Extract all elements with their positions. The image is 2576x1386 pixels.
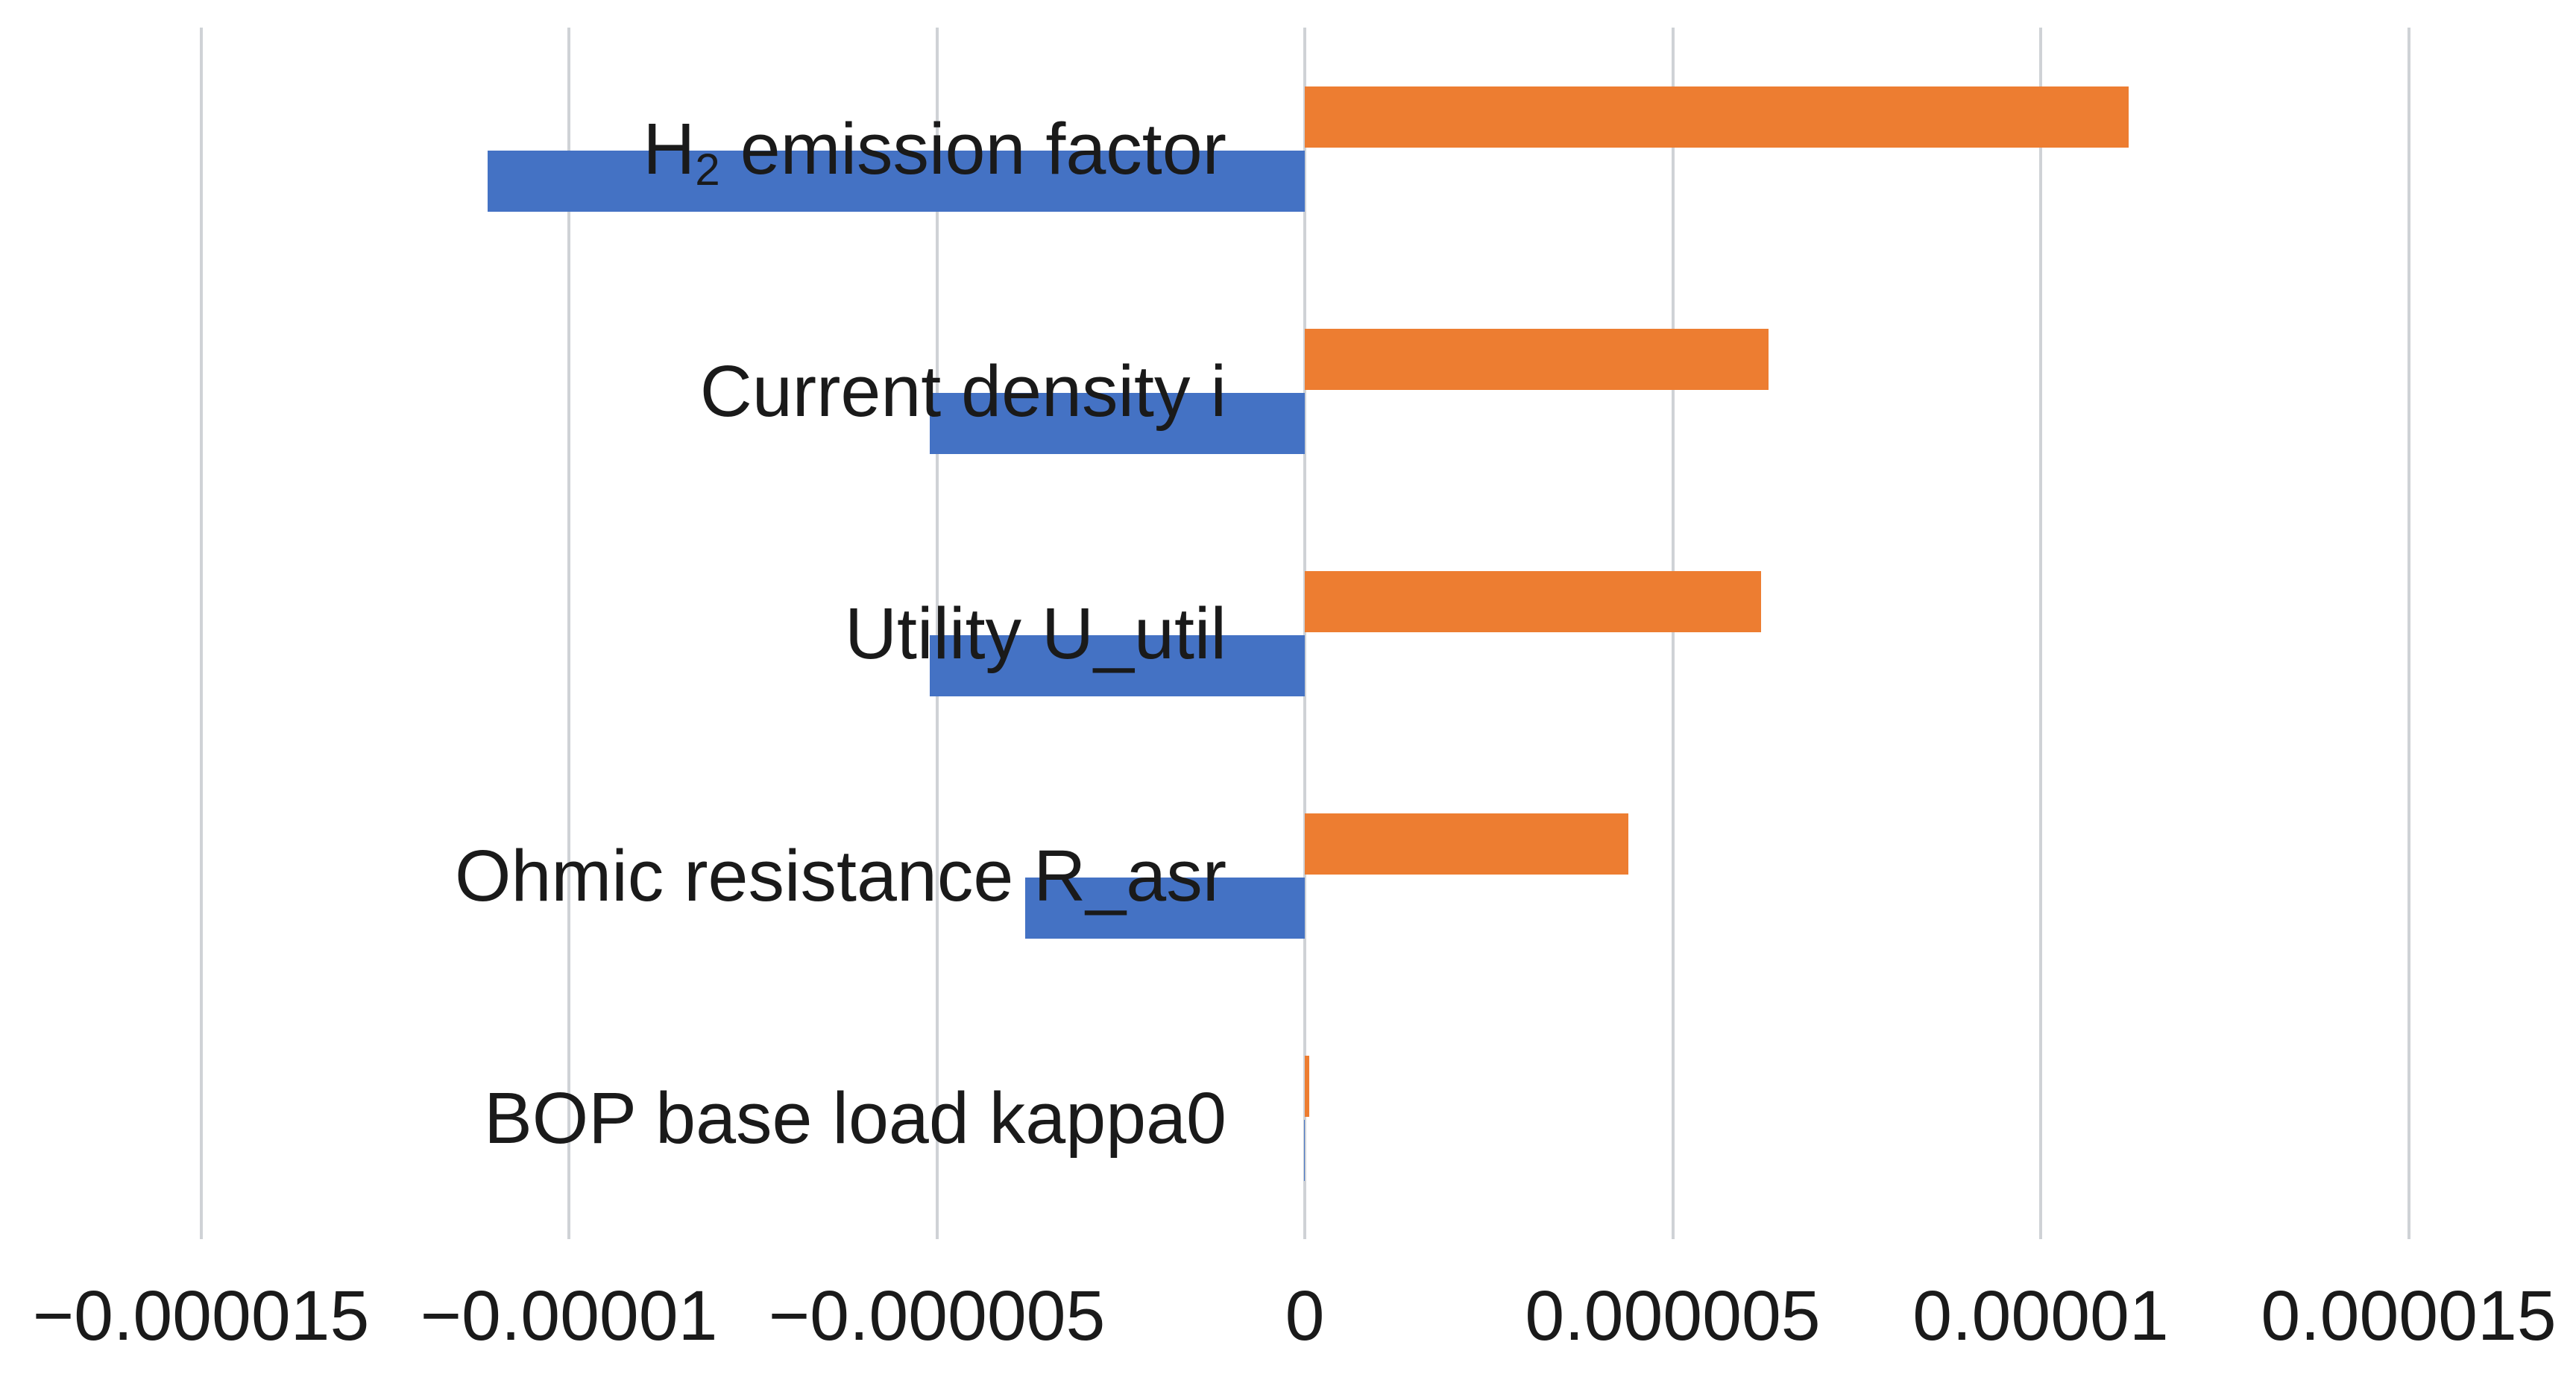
gridline: [2407, 28, 2410, 1239]
category-label: H2 emission factor: [643, 104, 1226, 215]
category-label: Utility U_util: [844, 592, 1226, 674]
category-label-main: H: [643, 107, 696, 189]
category-label: BOP base load kappa0: [484, 1077, 1226, 1159]
gridline: [567, 28, 570, 1239]
bar-orange: [1305, 86, 2129, 148]
gridline: [1303, 28, 1306, 1239]
x-tick-label: 0.000005: [1525, 1276, 1821, 1355]
x-tick-label: −0.000015: [32, 1276, 370, 1355]
bar-blue: [929, 634, 1305, 696]
x-tick-label: 0.00001: [1912, 1276, 2169, 1355]
gridline: [199, 28, 203, 1239]
gridline: [2039, 28, 2042, 1239]
bar-blue: [488, 150, 1305, 212]
x-tick-label: 0: [1285, 1276, 1325, 1355]
bar-orange: [1305, 1055, 1309, 1117]
category-label-subscript: 2: [695, 144, 720, 195]
x-tick-label: −0.000005: [768, 1276, 1106, 1355]
bar-blue: [1024, 877, 1305, 939]
gridline: [935, 28, 939, 1239]
gridline: [1671, 28, 1675, 1239]
x-tick-label: −0.00001: [420, 1276, 718, 1355]
bar-orange: [1305, 328, 1769, 390]
bar-blue: [1304, 1119, 1305, 1181]
bar-orange: [1305, 813, 1629, 875]
x-tick-label: 0.000015: [2261, 1276, 2557, 1355]
category-label: Current density i: [699, 350, 1226, 432]
category-label: Ohmic resistance R_asr: [455, 834, 1226, 916]
bar-orange: [1305, 570, 1761, 632]
category-label-rest: emission factor: [719, 107, 1226, 189]
bar-blue: [929, 392, 1305, 454]
